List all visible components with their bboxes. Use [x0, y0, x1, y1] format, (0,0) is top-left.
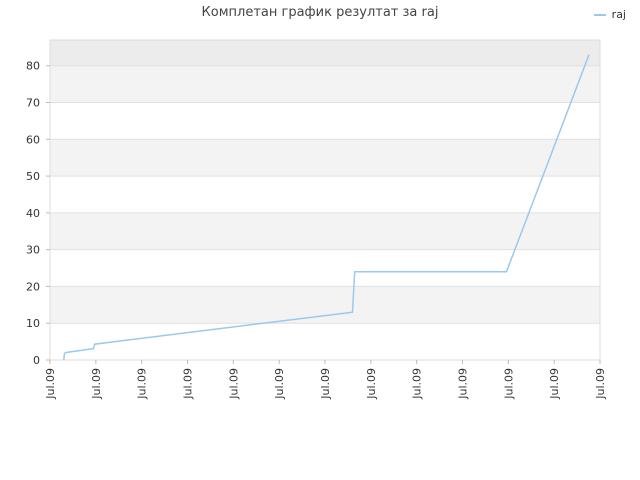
- series-line-raj: [63, 54, 590, 361]
- y-tick-label: 40: [26, 207, 40, 220]
- x-tick-label: Jul.09: [44, 368, 57, 400]
- x-tick-label: Jul.09: [182, 368, 195, 400]
- grid-band: [50, 102, 600, 140]
- legend: raj: [593, 8, 626, 21]
- grid-band: [50, 176, 600, 213]
- y-tick-label: 50: [26, 170, 40, 183]
- x-tick-label: Jul.09: [411, 368, 424, 400]
- legend-swatch: [593, 13, 606, 16]
- x-tick-label: Jul.09: [136, 368, 149, 400]
- x-tick-label: Jul.09: [548, 368, 561, 400]
- grid-band: [50, 212, 600, 250]
- x-tick-label: Jul.09: [227, 368, 240, 400]
- x-tick-label: Jul.09: [273, 368, 286, 400]
- grid-band: [50, 40, 600, 66]
- legend-label: raj: [611, 8, 626, 21]
- y-tick-label: 0: [33, 354, 40, 367]
- x-tick-label: Jul.09: [319, 368, 332, 400]
- y-tick-label: 70: [26, 97, 40, 110]
- y-tick-label: 30: [26, 244, 40, 257]
- x-tick-label: Jul.09: [594, 368, 607, 400]
- y-tick-label: 10: [26, 317, 40, 330]
- x-tick-label: Jul.09: [365, 368, 378, 400]
- y-tick-label: 60: [26, 133, 40, 146]
- chart-title: Комплетан график резултат за raj: [201, 5, 439, 20]
- grid-band: [50, 249, 600, 287]
- y-tick-label: 20: [26, 280, 40, 293]
- grid-band: [50, 139, 600, 177]
- x-tick-label: Jul.09: [90, 368, 103, 400]
- y-tick-label: 80: [26, 60, 40, 73]
- grid-band: [50, 65, 600, 103]
- grid-band: [50, 286, 600, 324]
- grid-band: [50, 323, 600, 360]
- x-tick-label: Jul.09: [457, 368, 470, 400]
- x-tick-label: Jul.09: [502, 368, 515, 400]
